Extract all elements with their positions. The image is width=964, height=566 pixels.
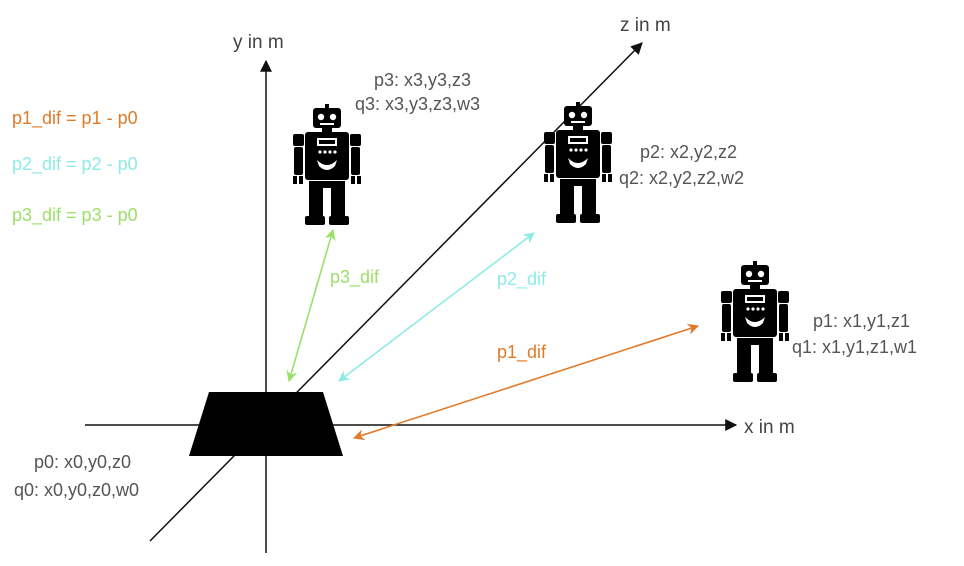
p2-dif-label: p2_dif — [497, 269, 547, 290]
equation-p1-dif: p1_dif = p1 - p0 — [12, 108, 138, 129]
robot-1-icon — [721, 261, 789, 382]
q2-orientation-label: q2: x2,y2,z2,w2 — [619, 168, 744, 188]
p1-dif-arrow — [352, 323, 700, 441]
robot-2-icon — [544, 102, 612, 223]
p0-position-label: p0: x0,y0,z0 — [34, 452, 131, 472]
x-axis-label: x in m — [744, 417, 795, 438]
y-axis-label: y in m — [233, 32, 284, 53]
equation-p3-dif: p3_dif = p3 - p0 — [12, 205, 138, 226]
p1-position-label: p1: x1,y1,z1 — [813, 311, 910, 331]
q0-orientation-label: q0: x0,y0,z0,w0 — [14, 480, 139, 500]
equation-p2-dif: p2_dif = p2 - p0 — [12, 154, 138, 175]
p3-dif-label: p3_dif — [330, 267, 380, 288]
q1-orientation-label: q1: x1,y1,z1,w1 — [792, 337, 917, 357]
p3-dif-arrow — [286, 228, 336, 383]
base-platform — [189, 392, 343, 456]
z-axis-label: z in m — [620, 15, 671, 36]
robot-3-icon — [293, 104, 361, 225]
p1-dif-label: p1_dif — [497, 342, 547, 363]
q3-orientation-label: q3: x3,y3,z3,w3 — [355, 94, 480, 114]
p3-position-label: p3: x3,y3,z3 — [374, 70, 471, 90]
p2-dif-arrow — [338, 232, 535, 382]
p2-position-label: p2: x2,y2,z2 — [640, 142, 737, 162]
